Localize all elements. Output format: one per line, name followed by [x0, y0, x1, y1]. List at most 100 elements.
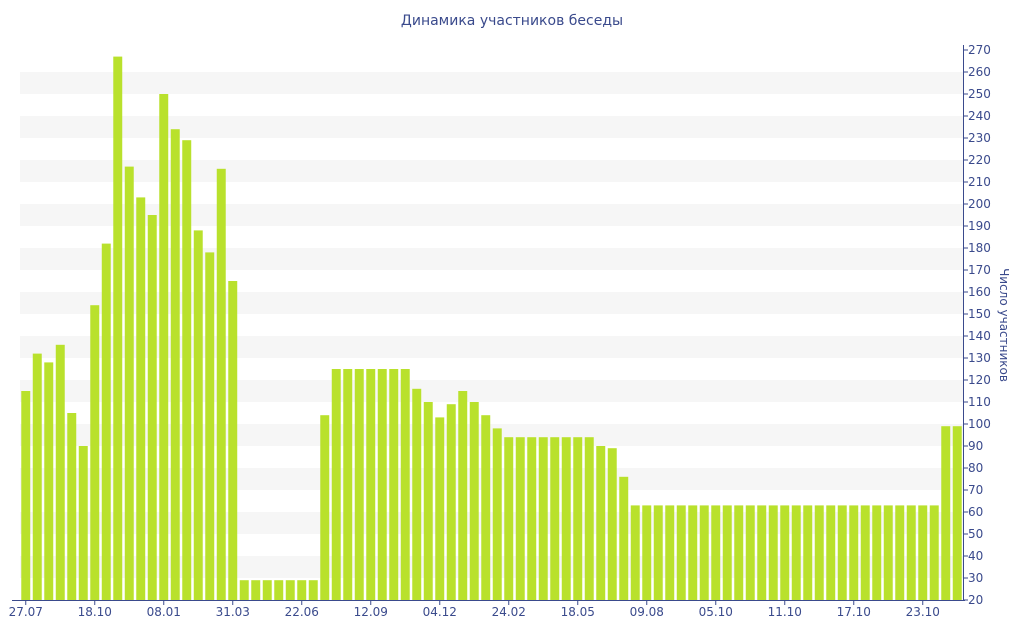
- bar[interactable]: [193, 230, 203, 600]
- bar[interactable]: [331, 369, 341, 600]
- bar[interactable]: [469, 402, 479, 600]
- y-tick-label: 30: [968, 571, 983, 585]
- bar[interactable]: [929, 505, 939, 600]
- bar[interactable]: [228, 281, 238, 600]
- bar[interactable]: [21, 391, 31, 600]
- bar[interactable]: [262, 580, 272, 600]
- x-tick-label: 22.06: [285, 605, 319, 619]
- bar[interactable]: [389, 369, 399, 600]
- bar[interactable]: [124, 166, 134, 600]
- bar[interactable]: [653, 505, 663, 600]
- bar[interactable]: [343, 369, 353, 600]
- bar[interactable]: [32, 353, 42, 600]
- bar[interactable]: [952, 426, 962, 600]
- y-tick-label: 180: [968, 241, 991, 255]
- bar[interactable]: [78, 446, 88, 600]
- bar[interactable]: [412, 388, 422, 600]
- bar[interactable]: [67, 413, 77, 600]
- bar[interactable]: [366, 369, 376, 600]
- bar[interactable]: [458, 391, 468, 600]
- bar[interactable]: [665, 505, 675, 600]
- bar[interactable]: [837, 505, 847, 600]
- bar[interactable]: [504, 437, 514, 600]
- bar[interactable]: [895, 505, 905, 600]
- bar[interactable]: [941, 426, 951, 600]
- y-tick-label: 40: [968, 549, 983, 563]
- grid-band: [20, 468, 963, 490]
- bar[interactable]: [285, 580, 295, 600]
- bar[interactable]: [550, 437, 560, 600]
- bar[interactable]: [55, 344, 65, 600]
- bar[interactable]: [538, 437, 548, 600]
- y-tick-label: 70: [968, 483, 983, 497]
- bar[interactable]: [205, 252, 215, 600]
- bar[interactable]: [596, 446, 606, 600]
- bar[interactable]: [584, 437, 594, 600]
- bar[interactable]: [791, 505, 801, 600]
- bar[interactable]: [170, 129, 180, 600]
- x-tick-label: 09.08: [630, 605, 664, 619]
- bar[interactable]: [320, 415, 330, 600]
- bar[interactable]: [515, 437, 525, 600]
- bar[interactable]: [872, 505, 882, 600]
- bar[interactable]: [377, 369, 387, 600]
- bar[interactable]: [136, 197, 146, 600]
- bar[interactable]: [906, 505, 916, 600]
- grid-band: [20, 116, 963, 138]
- bar[interactable]: [734, 505, 744, 600]
- bar[interactable]: [481, 415, 491, 600]
- bar[interactable]: [159, 94, 169, 600]
- bar[interactable]: [101, 243, 111, 600]
- grid-band: [20, 380, 963, 402]
- bar[interactable]: [492, 428, 502, 600]
- bar[interactable]: [607, 448, 617, 600]
- bar[interactable]: [216, 168, 226, 601]
- bar[interactable]: [699, 505, 709, 600]
- bar[interactable]: [354, 369, 364, 600]
- bar[interactable]: [44, 362, 54, 600]
- bar[interactable]: [722, 505, 732, 600]
- bar[interactable]: [561, 437, 571, 600]
- y-tick-label: 210: [968, 175, 991, 189]
- bar[interactable]: [826, 505, 836, 600]
- x-tick-label: 17.10: [837, 605, 871, 619]
- bar[interactable]: [251, 580, 261, 600]
- bar[interactable]: [688, 505, 698, 600]
- bar[interactable]: [803, 505, 813, 600]
- bar[interactable]: [849, 505, 859, 600]
- bar[interactable]: [642, 505, 652, 600]
- bar[interactable]: [423, 402, 433, 600]
- bar[interactable]: [297, 580, 307, 600]
- grid-band: [20, 336, 963, 358]
- y-tick-label: 120: [968, 373, 991, 387]
- grid-band: [20, 424, 963, 446]
- bar[interactable]: [711, 505, 721, 600]
- bar[interactable]: [400, 369, 410, 600]
- y-tick-label: 80: [968, 461, 983, 475]
- bar[interactable]: [676, 505, 686, 600]
- bar[interactable]: [446, 404, 456, 600]
- bar[interactable]: [182, 140, 192, 600]
- bar[interactable]: [90, 305, 100, 600]
- bar[interactable]: [274, 580, 284, 600]
- y-axis-label: Число участников: [997, 268, 1011, 382]
- bar[interactable]: [918, 505, 928, 600]
- bar[interactable]: [860, 505, 870, 600]
- bar[interactable]: [757, 505, 767, 600]
- bar[interactable]: [308, 580, 318, 600]
- bar[interactable]: [147, 215, 157, 600]
- bar[interactable]: [768, 505, 778, 600]
- bar[interactable]: [883, 505, 893, 600]
- bar[interactable]: [780, 505, 790, 600]
- bar[interactable]: [113, 56, 123, 601]
- bar[interactable]: [527, 437, 537, 600]
- y-tick-label: 140: [968, 329, 991, 343]
- bar[interactable]: [239, 580, 249, 600]
- bar[interactable]: [745, 505, 755, 600]
- bar[interactable]: [619, 476, 629, 600]
- bar[interactable]: [435, 417, 445, 600]
- bar[interactable]: [814, 505, 824, 600]
- bar[interactable]: [573, 437, 583, 600]
- bar[interactable]: [630, 505, 640, 600]
